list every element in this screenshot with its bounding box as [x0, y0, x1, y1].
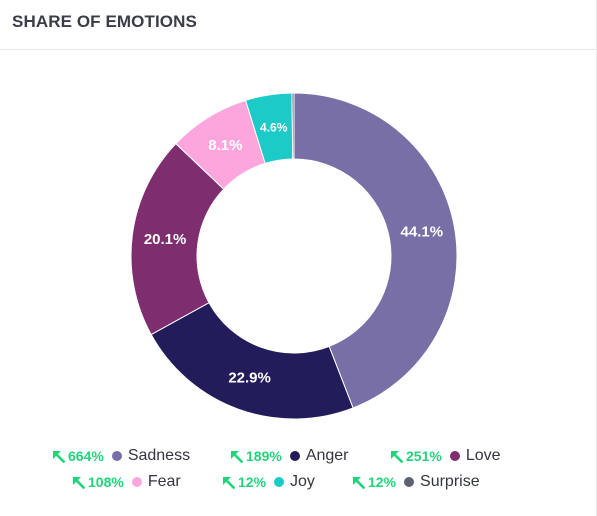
legend-color-dot: [404, 477, 415, 487]
arrow-up-left-icon: [223, 476, 235, 489]
legend-item-sadness[interactable]: 664% Sadness: [52, 444, 190, 468]
legend-color-dot: [289, 451, 300, 461]
legend-item-joy[interactable]: 12% Joy: [222, 470, 315, 494]
legend-label: Sadness: [127, 447, 191, 464]
legend-item-anger[interactable]: 189% Anger: [230, 444, 349, 468]
legend-item-surprise[interactable]: 12% Surprise: [352, 470, 480, 494]
data-label-joy: 4.6%: [260, 121, 288, 135]
legend-color-dot: [274, 477, 285, 487]
arrow-up-left-icon: [391, 450, 403, 463]
legend-label: Joy: [290, 473, 315, 490]
arrow-up-left-icon: [353, 476, 365, 489]
data-label-anger: 22.9%: [228, 370, 271, 387]
legend-change-value: 189%: [246, 448, 282, 464]
arrow-up-left-icon: [231, 450, 243, 463]
legend-item-love[interactable]: 251% Love: [390, 444, 501, 468]
card-header: SHARE OF EMOTIONS: [0, 0, 597, 50]
legend-label: Anger: [305, 447, 349, 464]
data-label-sadness: 44.1%: [401, 224, 444, 241]
slice-love[interactable]: [130, 142, 225, 336]
data-label-love: 20.1%: [144, 231, 187, 248]
legend-label: Surprise: [420, 473, 480, 490]
legend-color-dot: [111, 451, 122, 461]
slice-surprise[interactable]: [291, 92, 295, 160]
legend-label: Love: [465, 447, 501, 464]
arrow-up-left-icon: [53, 450, 65, 463]
legend-change-value: 664%: [68, 448, 104, 464]
page-title: SHARE OF EMOTIONS: [12, 12, 197, 31]
legend-change-value: 251%: [406, 448, 442, 464]
donut-chart: 44.1% 22.9% 20.1% 8.1% 4.6%: [130, 92, 458, 420]
data-label-fear: 8.1%: [208, 137, 242, 154]
arrow-up-left-icon: [73, 476, 85, 489]
slice-anger[interactable]: [150, 302, 354, 420]
legend-change-value: 12%: [238, 474, 267, 490]
slice-sadness[interactable]: [293, 92, 458, 409]
legend-change-value: 12%: [368, 474, 397, 490]
legend-color-dot: [449, 451, 460, 461]
legend-item-fear[interactable]: 108% Fear: [72, 470, 181, 494]
legend-color-dot: [131, 477, 142, 487]
legend-change-value: 108%: [88, 474, 124, 490]
legend-label: Fear: [147, 473, 181, 490]
